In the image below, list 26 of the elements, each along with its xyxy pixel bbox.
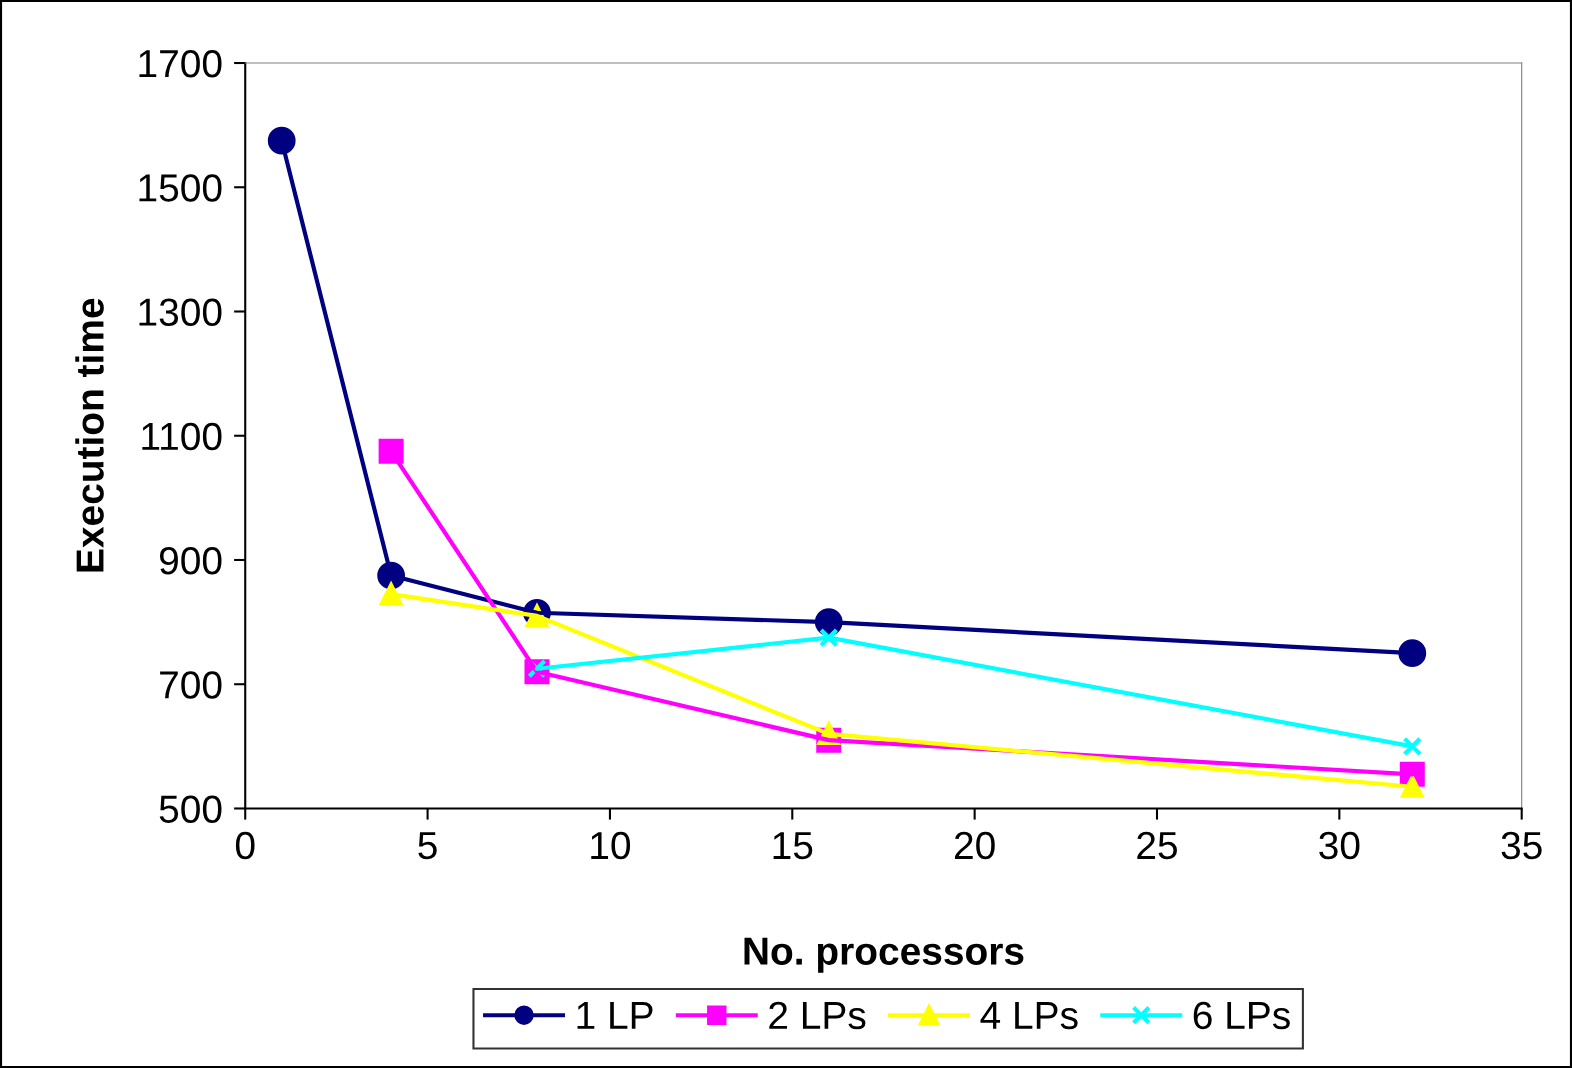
y-tick-label: 1500 bbox=[139, 174, 222, 202]
x-axis-title: No. processors bbox=[744, 937, 1024, 973]
y-tick-label: 900 bbox=[159, 546, 222, 575]
legend-label: 4 LPs bbox=[980, 1002, 1078, 1030]
point bbox=[1402, 736, 1423, 757]
x-tick-label: 0 bbox=[235, 831, 255, 860]
x-tick-label: 30 bbox=[1319, 831, 1360, 860]
x-tick-label: 5 bbox=[418, 832, 437, 860]
y-tick-label: 1100 bbox=[142, 422, 222, 451]
x-tick-label: 20 bbox=[954, 831, 995, 860]
point bbox=[819, 627, 839, 648]
y-tick-label: 1300 bbox=[139, 298, 222, 326]
y-tick-label: 700 bbox=[160, 671, 222, 699]
point bbox=[1398, 639, 1427, 668]
x-tick-label: 15 bbox=[773, 832, 813, 860]
y-tick-label: 1700 bbox=[139, 49, 222, 78]
x-tick-label: 25 bbox=[1137, 831, 1177, 860]
legend-label: 1 LP bbox=[577, 1002, 653, 1029]
legend-label: 6 LPs bbox=[1193, 1001, 1290, 1030]
x-tick-label: 35 bbox=[1501, 831, 1542, 860]
point bbox=[267, 126, 296, 155]
y-tick-label: 500 bbox=[159, 795, 222, 823]
legend-label: 2 LPs bbox=[769, 1001, 866, 1030]
x-tick-label: 10 bbox=[591, 831, 631, 860]
point bbox=[378, 438, 404, 464]
y-axis-title: Execution time bbox=[75, 298, 104, 572]
